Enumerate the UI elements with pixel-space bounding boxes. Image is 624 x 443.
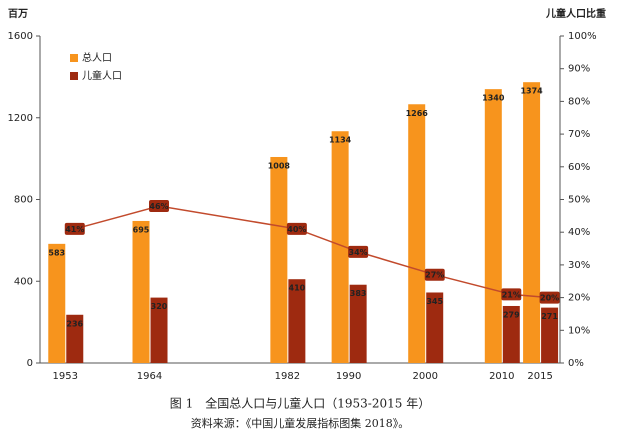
line-value-label: 34% [349, 248, 368, 257]
x-tick-label: 2010 [489, 371, 514, 382]
x-tick-label: 1964 [137, 371, 162, 382]
line-point [539, 291, 560, 304]
legend-label: 总人口 [82, 51, 112, 64]
y-axis-label: 百万 [8, 8, 28, 20]
line-value-label: 46% [149, 202, 168, 211]
bar-value-label: 1374 [520, 87, 543, 96]
bar-value-label: 1340 [482, 94, 505, 103]
bar [349, 284, 367, 363]
bar-value-label: 236 [66, 319, 83, 328]
line-value-label: 20% [540, 294, 559, 303]
bar [484, 89, 502, 363]
y2-tick-label: 80% [568, 96, 590, 107]
y2-tick-label: 70% [568, 129, 590, 140]
line-point [348, 245, 369, 258]
bar-value-label: 695 [133, 225, 150, 234]
bar [48, 243, 66, 363]
line-value-label: 40% [287, 225, 306, 234]
bar [150, 297, 168, 363]
bar-value-label: 1134 [329, 136, 352, 145]
bar [408, 104, 426, 363]
line-value-label: 27% [425, 271, 444, 280]
legend-swatch [70, 54, 78, 62]
bar [502, 305, 520, 363]
bar [270, 156, 288, 363]
bar [66, 314, 84, 363]
bar-value-label: 271 [541, 312, 558, 321]
line-value-label: 41% [65, 225, 84, 234]
bar [132, 220, 150, 363]
line-point [424, 268, 445, 281]
bar [331, 131, 349, 363]
bar-value-label: 1008 [268, 161, 291, 170]
y2-tick-label: 60% [568, 162, 590, 173]
y2-tick-label: 30% [568, 260, 590, 271]
legend-label: 儿童人口 [82, 69, 122, 82]
bar [288, 279, 306, 363]
y2-tick-label: 90% [568, 64, 590, 75]
y2-tick-label: 0% [568, 358, 584, 369]
source: 资料来源：《中国儿童发展指标图集 2018》。 [191, 416, 410, 430]
line-point [501, 288, 522, 301]
legend-swatch [70, 72, 78, 80]
x-tick-label: 1982 [275, 371, 300, 382]
x-tick-label: 1953 [53, 371, 78, 382]
y-tick-label: 800 [14, 195, 33, 206]
y-tick-label: 1600 [8, 31, 33, 42]
line-point [149, 200, 170, 213]
y2-tick-label: 20% [568, 293, 590, 304]
line-value-label: 21% [502, 290, 521, 299]
y-tick-label: 0 [27, 358, 33, 369]
x-tick-label: 1990 [336, 371, 361, 382]
bar-value-label: 383 [350, 289, 367, 298]
y2-tick-label: 100% [568, 31, 597, 42]
line-point [286, 222, 307, 235]
bar [426, 292, 444, 363]
bar [541, 307, 559, 363]
line-point [64, 222, 85, 235]
y2-tick-label: 40% [568, 227, 590, 238]
x-tick-label: 2015 [527, 371, 552, 382]
y-tick-label: 1200 [8, 113, 33, 124]
bar-value-label: 410 [289, 284, 306, 293]
y2-tick-label: 50% [568, 195, 590, 206]
bar-value-label: 320 [151, 302, 168, 311]
bar-value-label: 279 [503, 310, 520, 319]
y-tick-label: 400 [14, 276, 33, 287]
y2-axis-label: 儿童人口比重 [545, 7, 606, 20]
bar-value-label: 583 [48, 248, 65, 257]
bar-value-label: 1266 [406, 109, 429, 118]
bar-value-label: 345 [426, 297, 443, 306]
caption: 图 1 全国总人口与儿童人口（1953-2015 年） [170, 396, 430, 411]
bar [523, 82, 541, 363]
x-tick-label: 2000 [412, 371, 437, 382]
y2-tick-label: 10% [568, 325, 590, 336]
